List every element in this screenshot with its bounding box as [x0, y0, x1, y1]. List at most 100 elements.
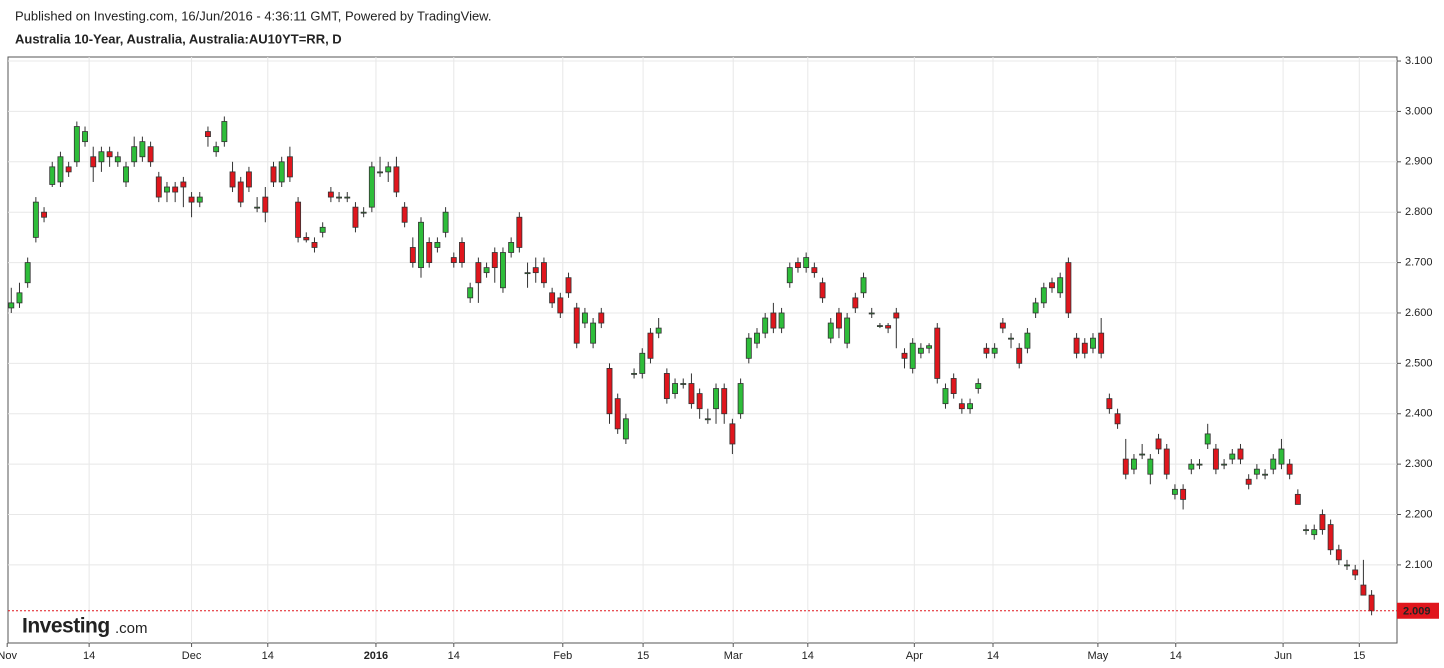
candle-body [688, 383, 695, 405]
candle-body [713, 388, 719, 410]
candle-body [131, 146, 138, 163]
x-tick-label: Nov [0, 650, 17, 662]
x-tick-label: 14 [262, 650, 274, 662]
candle-body [549, 292, 556, 304]
candle-body [1155, 438, 1162, 450]
candle-body [1008, 337, 1014, 340]
candle-body [917, 347, 924, 354]
candle-body [73, 126, 80, 163]
candle-body [663, 373, 670, 400]
candle-body [393, 166, 400, 193]
candle-body [901, 352, 908, 359]
candle-body [967, 403, 973, 410]
candle-body [1171, 488, 1178, 495]
candle-body [581, 312, 588, 324]
candle-body [991, 347, 998, 354]
candle-body [16, 292, 23, 304]
candle-body [155, 176, 162, 198]
candle-body [213, 146, 220, 153]
logo-suffix: .com [115, 620, 148, 637]
x-tick-label: 15 [1353, 650, 1365, 662]
candle-body [1122, 458, 1129, 475]
candle-body [114, 156, 121, 163]
candle-body [934, 327, 941, 379]
candle-body [1139, 453, 1146, 456]
candle-body [180, 181, 187, 188]
candle-body [483, 267, 490, 274]
candle-body [754, 332, 760, 344]
candle-body [999, 322, 1006, 329]
candle-body [950, 378, 957, 394]
candle-body [868, 312, 875, 315]
candle-body [500, 252, 506, 289]
candle-body [196, 196, 203, 203]
candle-body [893, 312, 900, 319]
candle-body [327, 191, 334, 198]
candle-body [770, 312, 777, 329]
x-tick-label: 2016 [364, 650, 388, 662]
candle-body [622, 418, 629, 440]
candle-body [680, 383, 687, 385]
candle-body [696, 393, 703, 410]
candle-body [1163, 448, 1170, 475]
candle-body [655, 327, 662, 334]
candle-body [1188, 463, 1195, 470]
candle-body [803, 257, 810, 269]
candle-body [82, 131, 88, 143]
candle-body [1114, 413, 1121, 425]
y-tick-label: 2.900 [1405, 156, 1433, 168]
candle-body [24, 262, 31, 284]
x-tick-label: Apr [906, 650, 923, 662]
candle-body [745, 337, 752, 359]
candle-body [475, 262, 482, 284]
x-tick-label: Jun [1274, 650, 1292, 662]
candle-body [1303, 529, 1309, 532]
candle-body [270, 166, 277, 183]
x-tick-label: Dec [182, 650, 202, 662]
chart-title: Australia 10-Year, Australia, Australia:… [15, 31, 342, 46]
candle-body [426, 242, 433, 263]
candle-body [647, 332, 654, 359]
candle-body [1352, 569, 1359, 576]
candle-body [147, 146, 154, 163]
candle-body [1221, 463, 1228, 466]
candle-body [983, 347, 990, 354]
candle-body [1147, 458, 1154, 475]
candle-body [844, 317, 851, 344]
candle-body [819, 282, 826, 299]
candle-body [532, 267, 539, 274]
candle-body [278, 161, 285, 183]
candle-body [1098, 332, 1105, 354]
y-tick-label: 2.700 [1405, 256, 1433, 268]
candle-body [205, 131, 211, 138]
y-tick-label: 2.300 [1405, 458, 1433, 470]
candle-body [1081, 342, 1088, 354]
y-tick-label: 2.200 [1405, 508, 1433, 520]
candle-body [1294, 493, 1301, 505]
candle-body [557, 297, 564, 314]
candle-body [729, 423, 736, 445]
y-tick-label: 2.100 [1405, 559, 1433, 571]
logo-brand: Investing [22, 615, 110, 638]
candle-body [1040, 287, 1047, 304]
candle-body [1344, 564, 1350, 567]
candle-body [245, 171, 252, 188]
candle-body [672, 383, 678, 394]
x-tick-label: 14 [83, 650, 95, 662]
candle-body [516, 216, 523, 248]
candle-body [237, 181, 244, 203]
candle-body [778, 312, 785, 329]
y-tick-label: 2.500 [1405, 357, 1433, 369]
candle-body [909, 342, 916, 369]
candle-body [836, 312, 842, 329]
candle-body [860, 277, 867, 294]
candle-body [303, 236, 310, 241]
candle-body [1212, 448, 1219, 470]
candle-body [377, 171, 383, 174]
candle-body [139, 141, 146, 158]
candle-body [1180, 488, 1187, 500]
candle-body [795, 262, 801, 269]
candle-body [164, 186, 170, 193]
